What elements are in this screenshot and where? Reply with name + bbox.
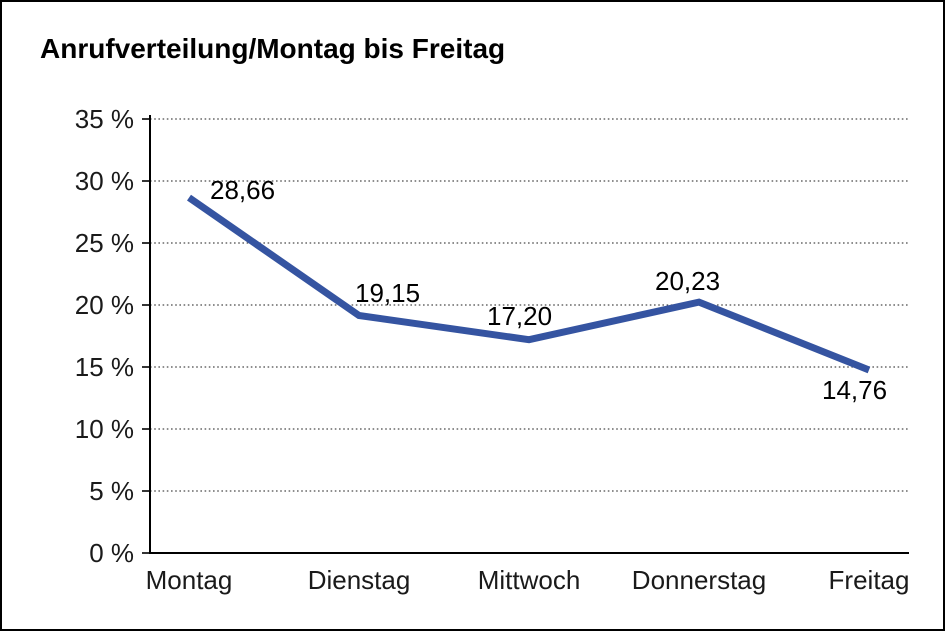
y-axis-label: 35 % bbox=[74, 104, 134, 134]
data-point-label: 17,20 bbox=[487, 300, 553, 331]
x-axis-label: Freitag bbox=[828, 565, 910, 595]
y-axis-label: 20 % bbox=[74, 290, 134, 320]
y-axis-label: 5 % bbox=[89, 476, 134, 506]
y-axis-label: 10 % bbox=[74, 414, 134, 444]
x-axis-label: Donnerstag bbox=[631, 565, 767, 595]
y-axis-label: 0 % bbox=[89, 538, 134, 568]
x-axis-label: Dienstag bbox=[307, 565, 411, 595]
data-point-label: 20,23 bbox=[655, 266, 721, 297]
y-axis-label: 30 % bbox=[74, 166, 134, 196]
data-point-label: 28,66 bbox=[210, 174, 276, 205]
x-axis-label: Montag bbox=[145, 565, 233, 595]
y-axis-label: 15 % bbox=[74, 352, 134, 382]
x-axis-label: Mittwoch bbox=[477, 565, 581, 595]
y-axis-label: 25 % bbox=[74, 228, 134, 258]
data-point-label: 14,76 bbox=[822, 374, 888, 405]
chart-title: Anrufverteilung/Montag bis Freitag bbox=[40, 33, 506, 64]
data-point-label: 19,15 bbox=[355, 277, 421, 308]
data-line bbox=[187, 194, 871, 374]
